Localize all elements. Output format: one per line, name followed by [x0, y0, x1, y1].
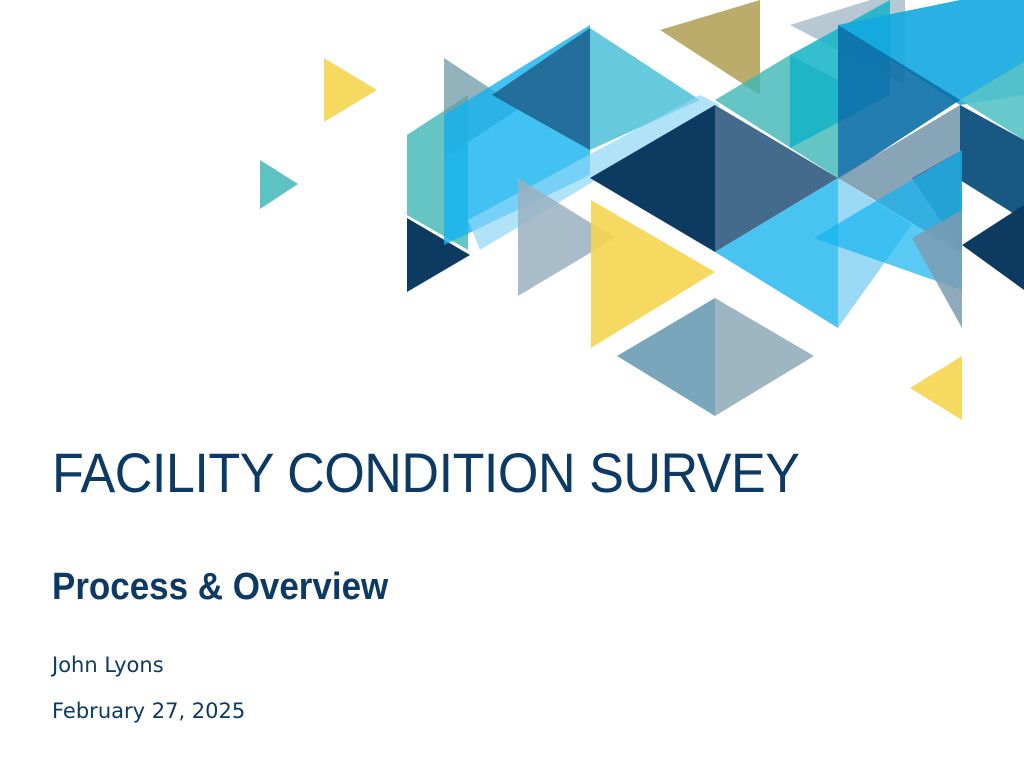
small-teal-triangle	[260, 160, 298, 209]
sky-lower-triangle	[715, 178, 838, 328]
navy-far-right	[960, 105, 1024, 220]
teal-far-right	[960, 62, 1024, 140]
yellow-large-triangle	[591, 200, 715, 348]
slate-center-triangle	[715, 105, 838, 252]
slide-title: FACILITY CONDITION SURVEY	[52, 441, 800, 504]
deep-blue-triangle	[492, 28, 590, 150]
olive-triangle	[660, 0, 760, 95]
yellow-right-triangle	[910, 356, 962, 420]
cyan-triangle	[590, 28, 700, 150]
navy-left-triangle	[407, 218, 470, 292]
small-yellow-triangle	[324, 58, 377, 122]
grey-diamond-left	[617, 298, 715, 416]
blue-top-right	[838, 0, 1024, 105]
ocean-triangle	[838, 25, 960, 180]
grey-diamond-right	[715, 298, 814, 416]
navy-edge-triangle	[962, 205, 1024, 290]
author-name: John Lyons	[52, 653, 164, 677]
light-grey-triangle	[518, 178, 615, 296]
navy-center-triangle	[590, 105, 715, 252]
presentation-date: February 27, 2025	[52, 699, 246, 723]
grey-lower-right	[912, 210, 962, 328]
slide-subtitle: Process & Overview	[52, 566, 389, 608]
